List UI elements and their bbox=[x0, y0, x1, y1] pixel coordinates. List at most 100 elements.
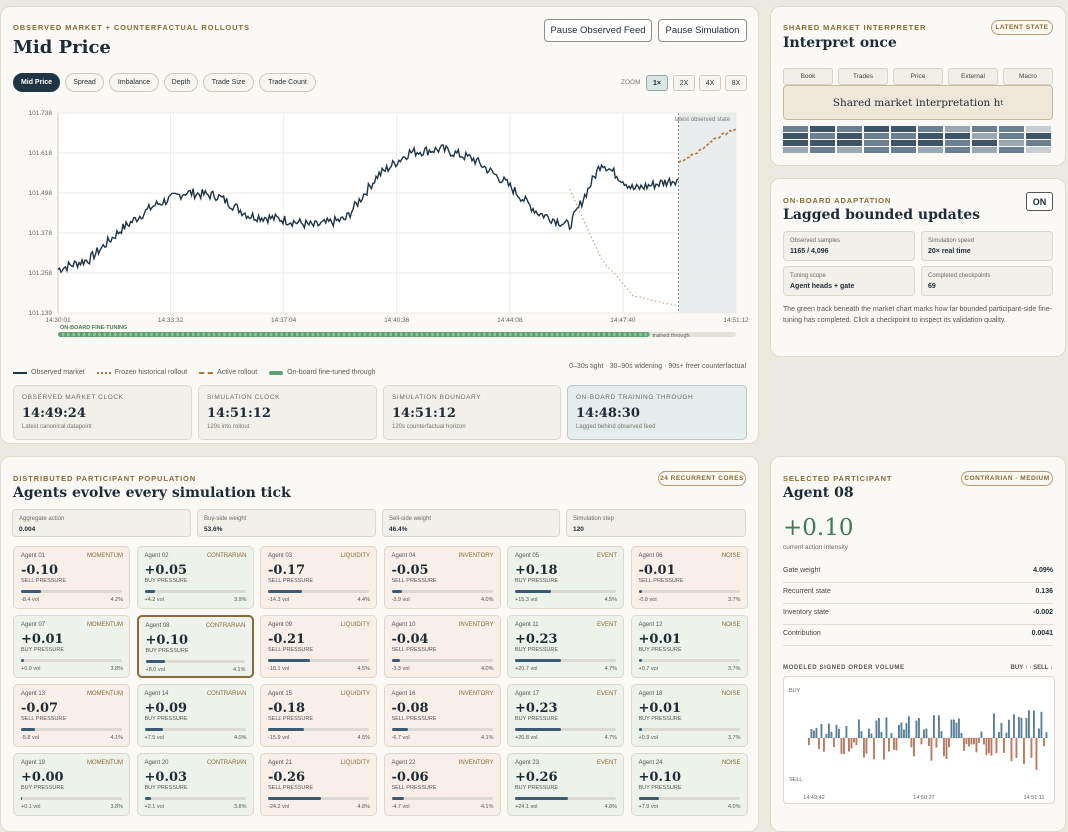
checkpoint-marker[interactable] bbox=[389, 332, 392, 337]
checkpoint-marker[interactable] bbox=[342, 332, 346, 337]
checkpoint-marker[interactable] bbox=[186, 332, 190, 337]
checkpoint-marker[interactable] bbox=[176, 332, 179, 337]
checkpoint-marker[interactable] bbox=[602, 332, 606, 337]
checkpoint-marker[interactable] bbox=[478, 332, 481, 337]
checkpoint-marker[interactable] bbox=[368, 332, 372, 337]
checkpoint-marker[interactable] bbox=[254, 332, 257, 337]
checkpoint-marker[interactable] bbox=[504, 332, 507, 337]
checkpoint-marker[interactable] bbox=[72, 332, 75, 337]
checkpoint-marker[interactable] bbox=[571, 332, 574, 337]
checkpoint-marker[interactable] bbox=[155, 332, 158, 337]
checkpoint-marker[interactable] bbox=[415, 332, 418, 337]
checkpoint-marker[interactable] bbox=[488, 332, 491, 337]
checkpoint-marker[interactable] bbox=[452, 332, 455, 337]
agent-card[interactable]: Agent 02 CONTRARIAN +0.05 BUY PRESSURE +… bbox=[136, 546, 254, 609]
checkpoint-marker[interactable] bbox=[384, 332, 387, 337]
checkpoint-marker[interactable] bbox=[431, 332, 434, 337]
checkpoint-marker[interactable] bbox=[98, 332, 101, 337]
checkpoint-marker[interactable] bbox=[363, 332, 366, 337]
checkpoint-marker[interactable] bbox=[62, 332, 65, 337]
checkpoint-marker[interactable] bbox=[441, 332, 444, 337]
checkpoint-marker[interactable] bbox=[171, 332, 174, 337]
checkpoint-marker[interactable] bbox=[124, 332, 127, 337]
checkpoint-marker[interactable] bbox=[332, 332, 335, 337]
checkpoint-marker[interactable] bbox=[472, 332, 476, 337]
checkpoint-marker[interactable] bbox=[114, 332, 117, 337]
checkpoint-marker[interactable] bbox=[134, 332, 138, 337]
checkpoint-marker[interactable] bbox=[400, 332, 403, 337]
checkpoint-marker[interactable] bbox=[426, 332, 429, 337]
checkpoint-marker[interactable] bbox=[535, 332, 538, 337]
agent-card[interactable]: Agent 11 EVENT +0.23 BUY PRESSURE +20.7 … bbox=[507, 615, 624, 678]
agent-card[interactable]: Agent 01 MOMENTUM -0.10 SELL PRESSURE -8… bbox=[13, 546, 130, 609]
tab-mid-price[interactable]: Mid Price bbox=[13, 73, 60, 92]
checkpoint-marker[interactable] bbox=[244, 332, 247, 337]
checkpoint-marker[interactable] bbox=[576, 332, 580, 337]
checkpoint-marker[interactable] bbox=[374, 332, 377, 337]
agent-card[interactable]: Agent 09 LIQUIDITY -0.21 SELL PRESSURE -… bbox=[260, 615, 377, 678]
checkpoint-marker[interactable] bbox=[556, 332, 559, 337]
agent-card[interactable]: Agent 12 NOISE +0.01 BUY PRESSURE +0.7 v… bbox=[630, 615, 748, 678]
checkpoint-marker[interactable] bbox=[530, 332, 533, 337]
checkpoint-marker[interactable] bbox=[192, 332, 195, 337]
checkpoint-marker[interactable] bbox=[296, 332, 299, 337]
agent-card[interactable]: Agent 22 INVENTORY -0.06 SELL PRESSURE -… bbox=[383, 753, 501, 816]
agent-card[interactable]: Agent 05 EVENT +0.18 BUY PRESSURE +15.3 … bbox=[507, 546, 624, 609]
checkpoint-marker[interactable] bbox=[108, 332, 112, 337]
input-tab-book[interactable]: Book bbox=[783, 68, 833, 85]
checkpoint-marker[interactable] bbox=[223, 332, 226, 337]
checkpoint-marker[interactable] bbox=[493, 332, 496, 337]
tab-spread[interactable]: Spread bbox=[65, 73, 104, 92]
checkpoint-marker[interactable] bbox=[410, 332, 413, 337]
checkpoint-marker[interactable] bbox=[181, 332, 184, 337]
checkpoint-marker[interactable] bbox=[129, 332, 132, 337]
checkpoint-marker[interactable] bbox=[233, 332, 236, 337]
checkpoint-marker[interactable] bbox=[457, 332, 460, 337]
checkpoint-marker[interactable] bbox=[420, 332, 424, 337]
checkpoint-marker[interactable] bbox=[264, 332, 268, 337]
tab-depth[interactable]: Depth bbox=[164, 73, 198, 92]
checkpoint-marker[interactable] bbox=[197, 332, 200, 337]
tab-trade-count[interactable]: Trade Count bbox=[259, 73, 316, 92]
checkpoint-marker[interactable] bbox=[82, 332, 86, 337]
checkpoint-marker[interactable] bbox=[587, 332, 590, 337]
checkpoint-marker[interactable] bbox=[379, 332, 382, 337]
checkpoint-marker[interactable] bbox=[275, 332, 278, 337]
checkpoint-marker[interactable] bbox=[582, 332, 585, 337]
agent-card[interactable]: Agent 08 CONTRARIAN +0.10 BUY PRESSURE +… bbox=[136, 615, 254, 678]
checkpoint-marker[interactable] bbox=[311, 332, 314, 337]
checkpoint-marker[interactable] bbox=[327, 332, 330, 337]
checkpoint-marker[interactable] bbox=[280, 332, 283, 337]
checkpoint-marker[interactable] bbox=[634, 332, 637, 337]
checkpoint-marker[interactable] bbox=[306, 332, 309, 337]
mid-price-chart[interactable]: 101.738 101.618 101.498 101.378 101.258 101.1… bbox=[1, 101, 760, 351]
zoom-4x-button[interactable]: 4X bbox=[699, 75, 721, 91]
checkpoint-marker[interactable] bbox=[119, 332, 122, 337]
agent-card[interactable]: Agent 20 CONTRARIAN +0.03 BUY PRESSURE +… bbox=[136, 753, 254, 816]
agent-card[interactable]: Agent 15 LIQUIDITY -0.18 SELL PRESSURE -… bbox=[260, 684, 377, 747]
zoom-2x-button[interactable]: 2X bbox=[673, 75, 695, 91]
checkpoint-marker[interactable] bbox=[238, 332, 242, 337]
checkpoint-marker[interactable] bbox=[150, 332, 153, 337]
checkpoint-marker[interactable] bbox=[550, 332, 554, 337]
agent-card[interactable]: Agent 19 MOMENTUM +0.00 BUY PRESSURE +0.… bbox=[13, 753, 130, 816]
checkpoint-marker[interactable] bbox=[202, 332, 205, 337]
checkpoint-marker[interactable] bbox=[639, 332, 642, 337]
checkpoint-marker[interactable] bbox=[88, 332, 91, 337]
checkpoint-marker[interactable] bbox=[259, 332, 262, 337]
checkpoint-marker[interactable] bbox=[514, 332, 517, 337]
agent-card[interactable]: Agent 07 MOMENTUM +0.01 BUY PRESSURE +0.… bbox=[13, 615, 130, 678]
checkpoint-marker[interactable] bbox=[207, 332, 210, 337]
agent-card[interactable]: Agent 24 NOISE +0.10 BUY PRESSURE +7.9 v… bbox=[630, 753, 748, 816]
input-tab-price[interactable]: Price bbox=[893, 68, 943, 85]
checkpoint-marker[interactable] bbox=[566, 332, 569, 337]
checkpoint-marker[interactable] bbox=[509, 332, 512, 337]
checkpoint-marker[interactable] bbox=[348, 332, 351, 337]
checkpoint-marker[interactable] bbox=[446, 332, 450, 337]
agent-card[interactable]: Agent 06 NOISE -0.01 SELL PRESSURE -0.8 … bbox=[630, 546, 748, 609]
checkpoint-marker[interactable] bbox=[160, 332, 164, 337]
checkpoint-marker[interactable] bbox=[519, 332, 522, 337]
checkpoint-marker[interactable] bbox=[270, 332, 273, 337]
checkpoint-marker[interactable] bbox=[644, 332, 647, 337]
checkpoint-marker[interactable] bbox=[613, 332, 616, 337]
